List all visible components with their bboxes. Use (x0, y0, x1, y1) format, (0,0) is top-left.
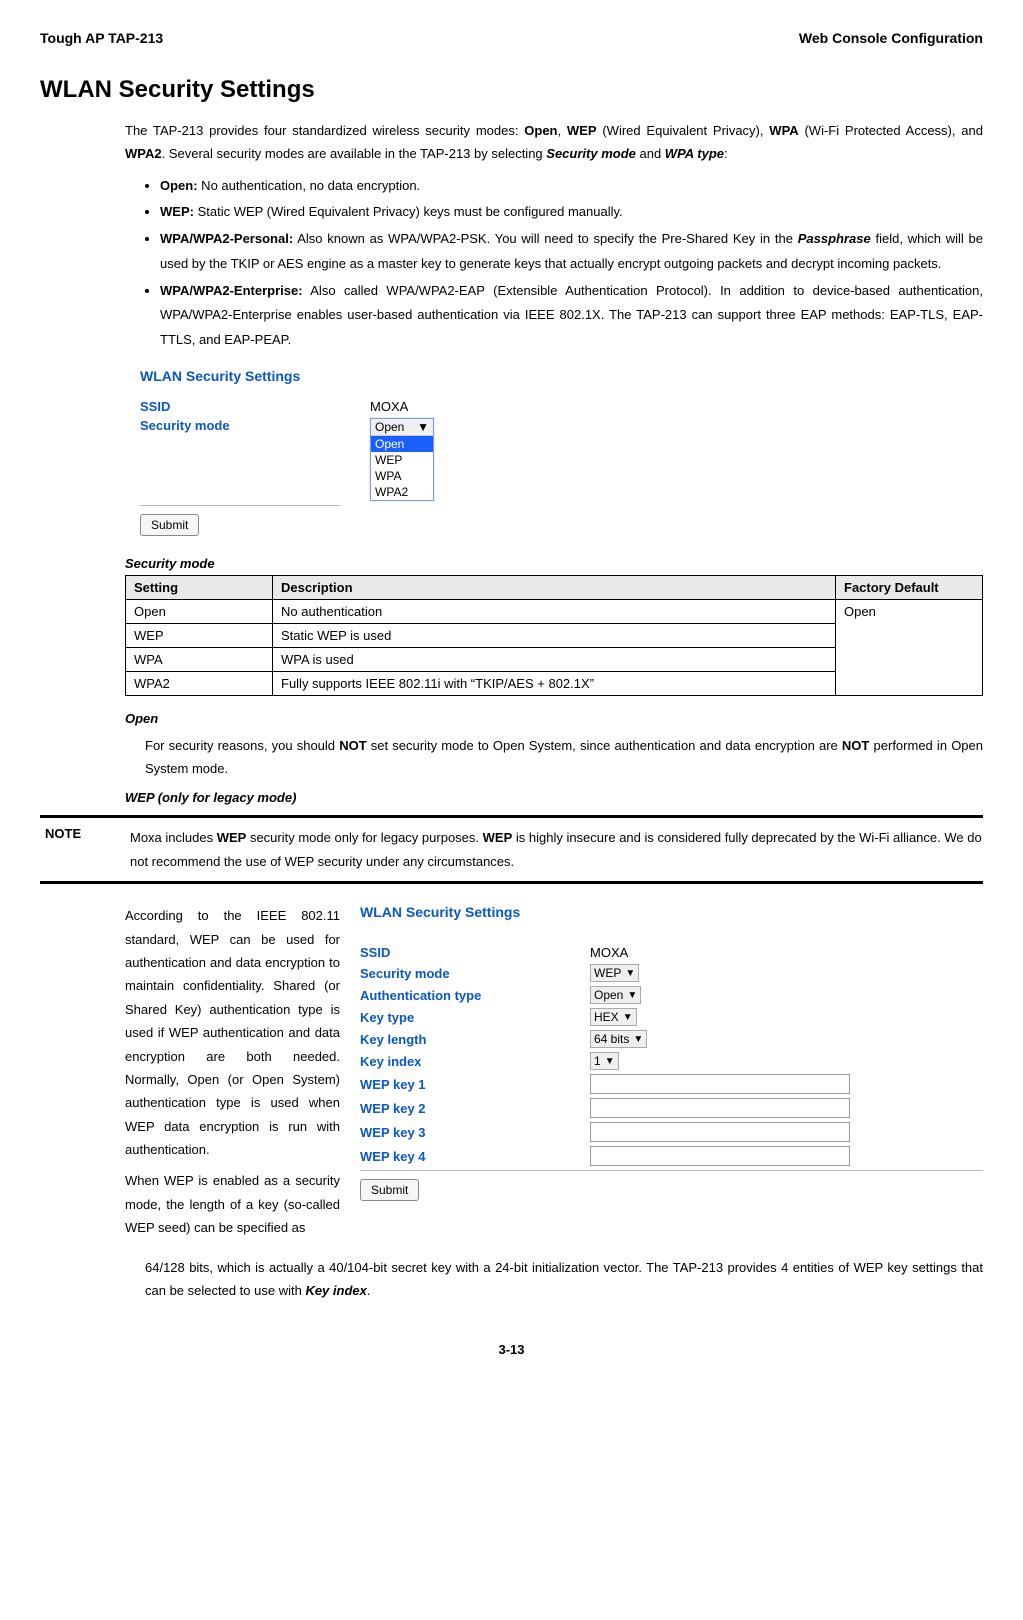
ss1-option-open[interactable]: Open (371, 436, 433, 452)
ss1-secmode-select[interactable]: Open▼ Open WEP WPA WPA2 (370, 418, 434, 501)
ss2-k2-label: WEP key 2 (360, 1101, 590, 1116)
ss2-divider (360, 1170, 983, 1171)
ss1-secmode-label: Security mode (140, 418, 370, 433)
screenshot-wep-mode: WLAN Security Settings SSID MOXA Securit… (360, 904, 983, 1201)
cell-wep-desc: Static WEP is used (273, 623, 836, 647)
ss1-ssid-value: MOXA (370, 399, 408, 414)
ss2-klen-select[interactable]: 64 bits▼ (590, 1030, 647, 1048)
caret-down-icon: ▼ (605, 1056, 615, 1067)
cell-wpa: WPA (126, 647, 273, 671)
header-right: Web Console Configuration (799, 30, 983, 46)
ss2-title: WLAN Security Settings (360, 904, 983, 920)
cell-wpa-desc: WPA is used (273, 647, 836, 671)
mode-bullet-list: Open: No authentication, no data encrypt… (125, 174, 983, 353)
open-subheading: Open (125, 711, 983, 726)
ss2-sec-select[interactable]: WEP▼ (590, 964, 639, 982)
ss2-k4-label: WEP key 4 (360, 1149, 590, 1164)
intro-paragraph: The TAP-213 provides four standardized w… (125, 119, 983, 166)
ss2-ktype-select[interactable]: HEX▼ (590, 1008, 637, 1026)
ss2-auth-select[interactable]: Open▼ (590, 986, 641, 1004)
table-heading: Security mode (125, 556, 983, 571)
th-description: Description (273, 575, 836, 599)
wep-para1: According to the IEEE 802.11 standard, W… (125, 904, 340, 1161)
cell-wpa2: WPA2 (126, 671, 273, 695)
after-ss2-paragraph: 64/128 bits, which is actually a 40/104-… (145, 1256, 983, 1303)
caret-down-icon: ▼ (417, 420, 429, 434)
bullet-wpa-enterprise: WPA/WPA2-Enterprise: Also called WPA/WPA… (160, 279, 983, 353)
ss1-option-wpa2[interactable]: WPA2 (371, 484, 433, 500)
page-header: Tough AP TAP-213 Web Console Configurati… (40, 30, 983, 46)
caret-down-icon: ▼ (633, 1034, 643, 1045)
th-default: Factory Default (836, 575, 983, 599)
ss2-sec-label: Security mode (360, 966, 590, 981)
note-text: Moxa includes WEP security mode only for… (130, 826, 983, 873)
open-paragraph: For security reasons, you should NOT set… (145, 734, 983, 781)
ss1-ssid-label: SSID (140, 399, 370, 414)
ss1-title: WLAN Security Settings (140, 368, 983, 384)
caret-down-icon: ▼ (625, 968, 635, 979)
ss1-option-wpa[interactable]: WPA (371, 468, 433, 484)
ss2-auth-label: Authentication type (360, 988, 590, 1003)
ss2-k2-input[interactable] (590, 1098, 850, 1118)
page-number: 3-13 (40, 1342, 983, 1357)
ss2-kidx-label: Key index (360, 1054, 590, 1069)
wep-two-column: According to the IEEE 802.11 standard, W… (125, 904, 983, 1247)
ss2-k3-label: WEP key 3 (360, 1125, 590, 1140)
cell-wpa2-desc: Fully supports IEEE 802.11i with “TKIP/A… (273, 671, 836, 695)
cell-open: Open (126, 599, 273, 623)
screenshot-open-mode: WLAN Security Settings SSID MOXA Securit… (140, 368, 983, 536)
ss2-kidx-select[interactable]: 1▼ (590, 1052, 619, 1070)
ss1-submit-button[interactable]: Submit (140, 514, 199, 536)
bullet-open: Open: No authentication, no data encrypt… (160, 174, 983, 199)
header-left: Tough AP TAP-213 (40, 30, 163, 46)
wep-para2: When WEP is enabled as a security mode, … (125, 1169, 340, 1239)
cell-wep: WEP (126, 623, 273, 647)
note-label: NOTE (40, 826, 130, 873)
wep-subheading: WEP (only for legacy mode) (125, 790, 983, 805)
ss2-ktype-label: Key type (360, 1010, 590, 1025)
ss2-k3-input[interactable] (590, 1122, 850, 1142)
ss2-klen-label: Key length (360, 1032, 590, 1047)
ss2-k4-input[interactable] (590, 1146, 850, 1166)
bullet-wpa-personal: WPA/WPA2-Personal: Also known as WPA/WPA… (160, 227, 983, 276)
ss2-k1-label: WEP key 1 (360, 1077, 590, 1092)
ss1-divider (140, 505, 340, 506)
ss2-k1-input[interactable] (590, 1074, 850, 1094)
ss1-option-wep[interactable]: WEP (371, 452, 433, 468)
security-mode-table: Setting Description Factory Default Open… (125, 575, 983, 696)
ss2-ssid-val: MOXA (590, 945, 628, 960)
ss2-submit-button[interactable]: Submit (360, 1179, 419, 1201)
th-setting: Setting (126, 575, 273, 599)
caret-down-icon: ▼ (627, 990, 637, 1001)
cell-open-desc: No authentication (273, 599, 836, 623)
ss2-ssid-label: SSID (360, 945, 590, 960)
bullet-wep: WEP: Static WEP (Wired Equivalent Privac… (160, 200, 983, 225)
caret-down-icon: ▼ (623, 1012, 633, 1023)
note-block: NOTE Moxa includes WEP security mode onl… (40, 815, 983, 884)
main-heading: WLAN Security Settings (40, 76, 983, 104)
cell-default: Open (836, 599, 983, 695)
